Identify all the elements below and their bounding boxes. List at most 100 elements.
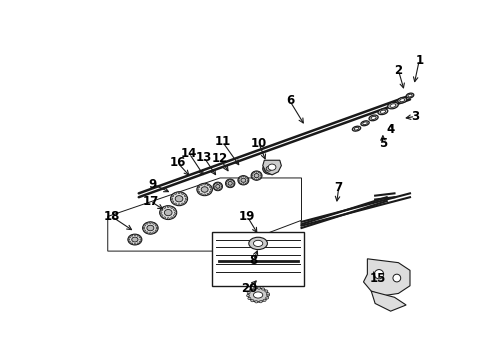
Polygon shape bbox=[364, 259, 410, 296]
Ellipse shape bbox=[261, 175, 262, 176]
Ellipse shape bbox=[132, 237, 138, 242]
Text: 19: 19 bbox=[239, 210, 255, 223]
Ellipse shape bbox=[258, 179, 260, 180]
Ellipse shape bbox=[198, 186, 200, 188]
Ellipse shape bbox=[352, 126, 361, 131]
Ellipse shape bbox=[228, 186, 229, 187]
Ellipse shape bbox=[253, 240, 263, 247]
Ellipse shape bbox=[271, 172, 272, 173]
Ellipse shape bbox=[233, 185, 234, 186]
Text: 8: 8 bbox=[249, 254, 258, 267]
Ellipse shape bbox=[266, 297, 269, 299]
Ellipse shape bbox=[178, 192, 180, 194]
Ellipse shape bbox=[228, 181, 232, 185]
Ellipse shape bbox=[147, 225, 154, 231]
Ellipse shape bbox=[245, 176, 246, 177]
Ellipse shape bbox=[232, 186, 233, 187]
Ellipse shape bbox=[171, 217, 173, 219]
Ellipse shape bbox=[263, 163, 275, 174]
Ellipse shape bbox=[221, 186, 222, 187]
Ellipse shape bbox=[267, 293, 270, 295]
Ellipse shape bbox=[134, 243, 136, 245]
Ellipse shape bbox=[246, 294, 249, 297]
Ellipse shape bbox=[197, 189, 199, 190]
Ellipse shape bbox=[182, 193, 184, 194]
Ellipse shape bbox=[253, 287, 256, 290]
Ellipse shape bbox=[251, 175, 252, 176]
Ellipse shape bbox=[268, 173, 270, 174]
Ellipse shape bbox=[164, 217, 166, 219]
Ellipse shape bbox=[144, 230, 146, 231]
Ellipse shape bbox=[388, 102, 398, 109]
Ellipse shape bbox=[161, 215, 163, 216]
Text: 9: 9 bbox=[148, 177, 157, 190]
Ellipse shape bbox=[230, 179, 231, 180]
Ellipse shape bbox=[164, 207, 166, 208]
Ellipse shape bbox=[254, 179, 255, 180]
Ellipse shape bbox=[400, 99, 405, 102]
Ellipse shape bbox=[260, 173, 261, 174]
Ellipse shape bbox=[220, 188, 222, 189]
Ellipse shape bbox=[361, 121, 369, 126]
Ellipse shape bbox=[144, 225, 146, 226]
Ellipse shape bbox=[172, 195, 174, 197]
Ellipse shape bbox=[173, 215, 175, 216]
Text: 4: 4 bbox=[387, 123, 395, 136]
Ellipse shape bbox=[241, 176, 242, 177]
Ellipse shape bbox=[140, 239, 142, 240]
Ellipse shape bbox=[174, 203, 176, 205]
Polygon shape bbox=[371, 291, 406, 311]
Ellipse shape bbox=[155, 225, 157, 226]
Bar bbox=[212, 232, 304, 286]
Ellipse shape bbox=[156, 227, 158, 229]
Ellipse shape bbox=[213, 186, 215, 187]
Ellipse shape bbox=[257, 287, 261, 289]
Ellipse shape bbox=[129, 241, 130, 243]
Ellipse shape bbox=[264, 170, 265, 172]
Ellipse shape bbox=[266, 164, 267, 165]
Ellipse shape bbox=[260, 177, 261, 178]
Ellipse shape bbox=[230, 186, 231, 188]
Ellipse shape bbox=[226, 185, 227, 186]
Ellipse shape bbox=[153, 232, 155, 233]
Ellipse shape bbox=[241, 178, 246, 182]
Ellipse shape bbox=[160, 212, 162, 213]
Ellipse shape bbox=[204, 184, 206, 185]
Ellipse shape bbox=[209, 192, 211, 193]
Ellipse shape bbox=[214, 184, 215, 185]
Text: 3: 3 bbox=[412, 110, 419, 123]
Ellipse shape bbox=[239, 178, 240, 179]
Ellipse shape bbox=[378, 109, 388, 114]
Ellipse shape bbox=[253, 292, 263, 298]
Text: 12: 12 bbox=[212, 152, 228, 165]
Ellipse shape bbox=[184, 201, 186, 203]
Ellipse shape bbox=[406, 93, 414, 98]
Ellipse shape bbox=[252, 173, 253, 174]
Ellipse shape bbox=[207, 193, 209, 195]
Ellipse shape bbox=[268, 163, 270, 165]
Text: 14: 14 bbox=[181, 147, 197, 160]
Ellipse shape bbox=[185, 198, 187, 199]
Ellipse shape bbox=[273, 170, 274, 172]
Ellipse shape bbox=[184, 195, 186, 197]
Ellipse shape bbox=[241, 183, 242, 184]
Ellipse shape bbox=[175, 195, 183, 202]
Ellipse shape bbox=[172, 201, 174, 203]
Ellipse shape bbox=[228, 180, 229, 181]
Ellipse shape bbox=[219, 189, 220, 190]
Ellipse shape bbox=[380, 110, 386, 113]
Ellipse shape bbox=[131, 235, 133, 236]
Text: 2: 2 bbox=[394, 64, 402, 77]
Ellipse shape bbox=[215, 183, 217, 184]
Ellipse shape bbox=[247, 292, 250, 294]
Ellipse shape bbox=[173, 209, 175, 211]
Ellipse shape bbox=[256, 179, 257, 180]
Text: 6: 6 bbox=[286, 94, 294, 107]
Ellipse shape bbox=[238, 180, 240, 181]
Ellipse shape bbox=[161, 209, 163, 211]
Ellipse shape bbox=[137, 243, 139, 244]
Ellipse shape bbox=[174, 212, 176, 213]
Ellipse shape bbox=[248, 297, 251, 300]
Ellipse shape bbox=[217, 189, 219, 190]
Text: 15: 15 bbox=[369, 271, 386, 284]
